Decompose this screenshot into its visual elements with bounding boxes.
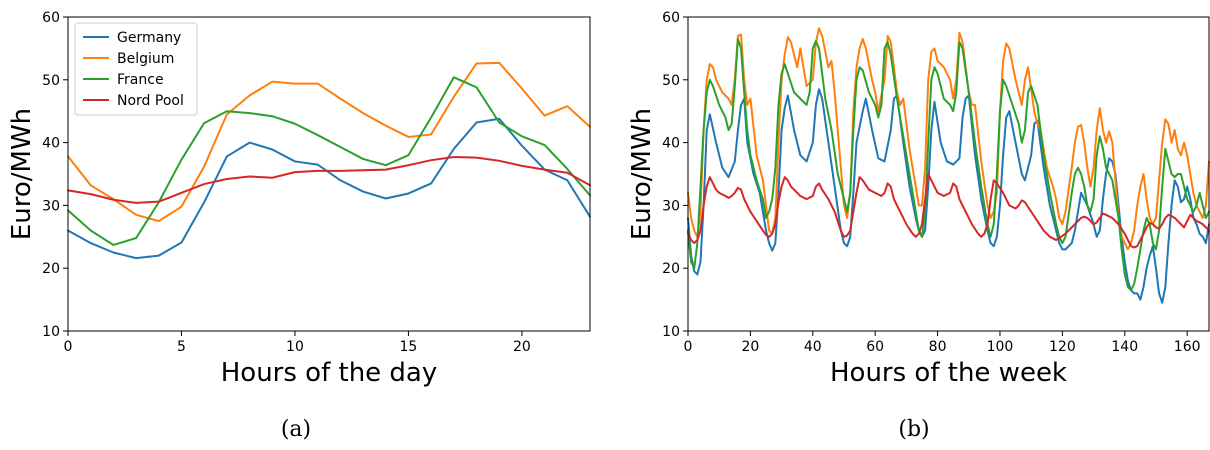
panel-b-plot-area (687, 16, 1210, 332)
panel-b-caption: (b) (898, 417, 929, 442)
panel-a-x-tick-label: 20 (513, 339, 531, 355)
panel-a-y-tick-label: 10 (42, 324, 60, 340)
panel-b-x-tick-label: 100 (987, 339, 1014, 355)
panel-a-y-tick-label: 40 (42, 136, 60, 152)
panel-b-series-germany (687, 88, 1210, 304)
panel-b-y-tick-label: 30 (662, 198, 680, 214)
panel-a-series-nord-pool (67, 156, 591, 204)
legend-label-france: France (117, 72, 164, 88)
panel-b-x-tick-label: 20 (741, 339, 759, 355)
panel-a-x-tick-label: 15 (400, 339, 418, 355)
panel-a-chart: 0 5 10 15 20 10 20 30 40 50 60 Hours of the day Eu… (7, 10, 591, 442)
panel-a-axes: 0 5 10 15 20 10 20 30 40 50 60 (42, 10, 531, 355)
panel-a-x-tick-label: 0 (64, 339, 73, 355)
panel-b-series-nord-pool (687, 173, 1210, 249)
panel-b-chart: 0 20 40 60 80 100 120 140 160 10 20 30 40 50 60 Hours … (627, 10, 1210, 442)
panel-b-x-tick-label: 140 (1111, 339, 1138, 355)
panel-b-y-tick-label: 20 (662, 261, 680, 277)
panel-a-x-tick-label: 5 (177, 339, 186, 355)
panel-a-x-tick-label: 10 (286, 339, 304, 355)
panel-b-y-axis-label: Euro/MWh (627, 108, 657, 240)
panel-a-legend-box (74, 22, 198, 116)
panel-a-y-tick-label: 20 (42, 261, 60, 277)
panel-a-series-germany (67, 117, 591, 260)
panel-b-axes: 0 20 40 60 80 100 120 140 160 10 20 30 40 50 60 (662, 10, 1200, 355)
panel-b-x-tick-label: 60 (866, 339, 884, 355)
panel-b-x-tick-label: 120 (1049, 339, 1076, 355)
panel-b-y-tick-label: 60 (662, 10, 680, 26)
panel-b-x-axis-label: Hours of the week (830, 358, 1067, 388)
legend-label-nord-pool: Nord Pool (117, 93, 184, 109)
legend-label-belgium: Belgium (117, 51, 174, 67)
panel-a-series (67, 61, 591, 260)
legend-label-germany: Germany (117, 30, 181, 46)
panel-a-y-tick-label: 50 (42, 73, 60, 89)
panel-a-x-axis-label: Hours of the day (221, 358, 438, 388)
panel-b-x-tick-label: 160 (1174, 339, 1201, 355)
panel-b-series (687, 27, 1210, 304)
panel-b-x-tick-label: 0 (684, 339, 693, 355)
panel-a-y-axis-label: Euro/MWh (7, 108, 37, 240)
panel-a-caption: (a) (281, 417, 311, 442)
panel-a-legend: Germany Belgium France Nord Pool (74, 22, 198, 116)
panel-a-series-france (67, 76, 591, 246)
panel-b-y-tick-label: 50 (662, 73, 680, 89)
panel-a-plot-area (67, 16, 591, 332)
panel-a-y-tick-label: 60 (42, 10, 60, 26)
panel-b-y-tick-label: 40 (662, 136, 680, 152)
panel-b-series-france (687, 37, 1210, 292)
panel-b-x-tick-label: 80 (929, 339, 947, 355)
panel-a-y-tick-label: 30 (42, 198, 60, 214)
panel-b-x-tick-label: 40 (804, 339, 822, 355)
panel-a-series-belgium (67, 61, 591, 223)
panel-b-y-tick-label: 10 (662, 324, 680, 340)
